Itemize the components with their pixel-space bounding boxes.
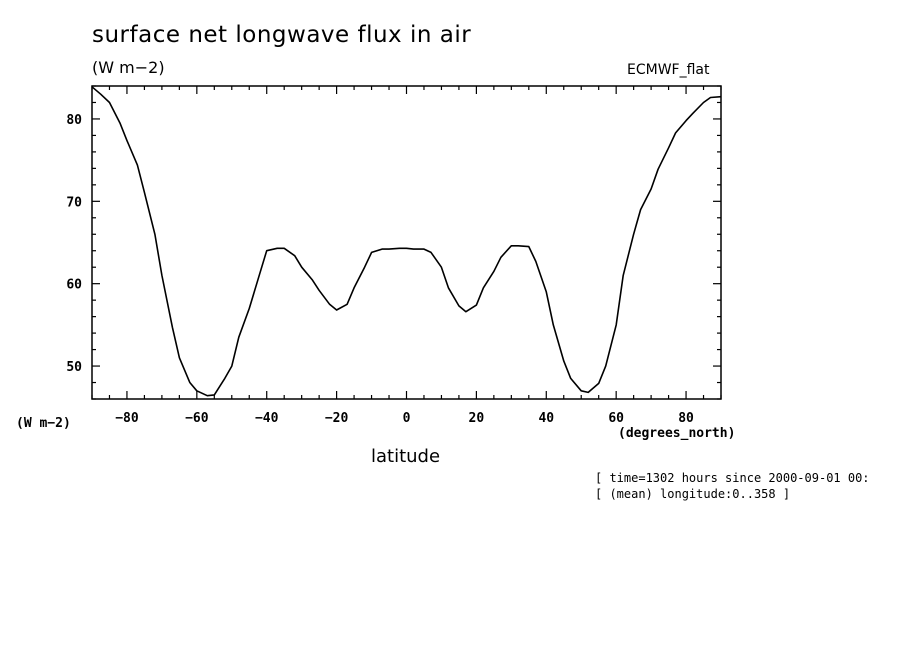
series-line <box>91 86 722 397</box>
dataset-label: ECMWF_flat <box>627 62 710 78</box>
y-tick-label: 80 <box>66 113 82 128</box>
x-tick-label: −20 <box>325 411 349 426</box>
y-tick-label: 50 <box>66 360 82 375</box>
x-tick-label: 40 <box>538 411 554 426</box>
y-tick-label: 60 <box>66 278 82 293</box>
x-tick-label: 20 <box>469 411 485 426</box>
axis-ticks <box>91 85 722 400</box>
x-tick-label: −60 <box>185 411 209 426</box>
chart-title: surface net longwave flux in air <box>92 22 472 48</box>
y-units-label: (W m−2) <box>16 416 71 431</box>
x-tick-label: 0 <box>403 411 411 426</box>
x-tick-label: 60 <box>608 411 624 426</box>
tick-labels: −80 −60 −40 −20 0 20 40 60 80 50 60 70 80 <box>66 113 694 426</box>
longitude-annotation: [ (mean) longitude:0..358 ] <box>595 487 791 501</box>
y-tick-label: 70 <box>66 195 82 210</box>
time-annotation: [ time=1302 hours since 2000-09-01 00: <box>595 471 870 485</box>
x-units-label: (degrees_north) <box>618 426 736 441</box>
x-tick-label: −40 <box>255 411 279 426</box>
plot-frame <box>91 85 722 400</box>
x-tick-label: 80 <box>678 411 694 426</box>
units-label: (W m−2) <box>92 58 165 77</box>
x-tick-label: −80 <box>115 411 139 426</box>
x-axis-label: latitude <box>371 446 441 467</box>
